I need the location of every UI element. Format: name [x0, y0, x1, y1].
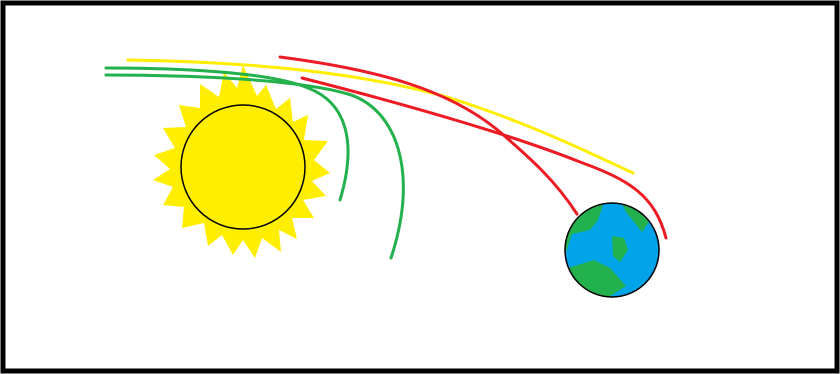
earth-land-north [620, 203, 650, 232]
earth-outline [564, 202, 660, 298]
sun-disc [180, 104, 306, 230]
sun-icon [153, 65, 330, 258]
red-path-upper [278, 55, 579, 216]
red-path-lower [300, 76, 668, 240]
green-path-outer [104, 73, 405, 260]
earth-land-center [612, 236, 628, 262]
